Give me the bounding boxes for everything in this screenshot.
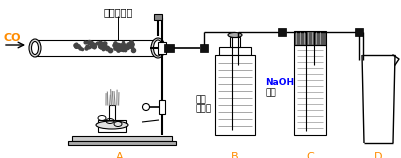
Bar (294, 45, 326, 135)
Text: 澄清: 澄清 (195, 95, 206, 104)
Bar (159, 100, 165, 114)
Bar (230, 37, 240, 47)
Text: 溶液: 溶液 (265, 88, 276, 97)
Text: CO: CO (3, 33, 20, 43)
Text: NaOH: NaOH (265, 78, 294, 87)
Text: B: B (231, 152, 239, 158)
Bar (98, 120, 126, 132)
Text: A: A (116, 152, 124, 158)
Bar (164, 44, 174, 52)
Bar (219, 47, 251, 55)
Bar (35, 40, 155, 56)
Bar (355, 28, 363, 36)
Bar (215, 55, 255, 135)
Text: C: C (306, 152, 314, 158)
Ellipse shape (228, 33, 242, 37)
Text: 石灰水: 石灰水 (195, 104, 211, 113)
Bar (294, 31, 326, 45)
Bar (72, 136, 172, 141)
Bar (68, 141, 176, 145)
Bar (200, 44, 208, 52)
Text: D: D (374, 152, 383, 158)
Ellipse shape (142, 103, 150, 110)
Bar (154, 14, 162, 20)
Bar (98, 125, 126, 133)
Bar (109, 105, 115, 120)
Ellipse shape (154, 40, 162, 56)
Ellipse shape (96, 121, 128, 129)
Ellipse shape (29, 39, 41, 57)
Ellipse shape (151, 38, 165, 58)
Bar (158, 42, 166, 54)
Text: 氧化铁粉末: 氧化铁粉末 (103, 7, 133, 17)
Bar (278, 28, 286, 36)
Ellipse shape (32, 42, 38, 55)
